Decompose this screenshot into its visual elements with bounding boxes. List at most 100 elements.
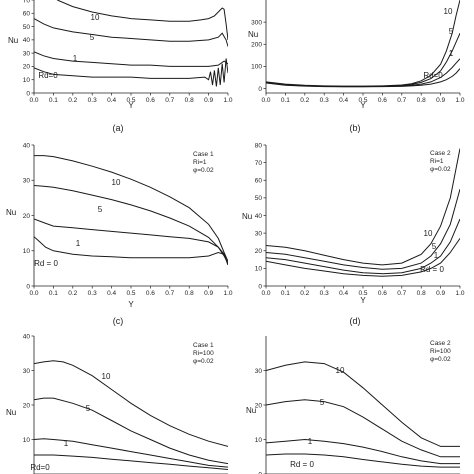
series-label: 10 <box>91 13 100 22</box>
series-line <box>266 148 460 266</box>
case-info-text: Ri=1 <box>430 158 444 165</box>
y-tick-label: 30 <box>255 368 263 375</box>
y-tick-label: 300 <box>251 19 262 26</box>
x-tick-label: 1.0 <box>223 97 232 104</box>
series-label: 1 <box>76 239 81 248</box>
x-tick-label: 0.6 <box>146 97 155 104</box>
y-tick-label: 0 <box>26 90 30 97</box>
case-info-text: Ri=100 <box>193 350 214 357</box>
series-label: 1 <box>449 49 454 58</box>
series-line <box>34 155 228 262</box>
series-label: 1 <box>434 251 439 260</box>
x-tick-label: 0.7 <box>165 97 174 104</box>
x-tick-label: 0.4 <box>107 97 116 104</box>
x-axis-label: Y <box>360 296 366 305</box>
series-label: Rd = 0 <box>290 460 314 469</box>
series-line <box>266 238 460 277</box>
x-tick-label: 0.2 <box>68 97 77 104</box>
y-tick-label: 70 <box>23 0 31 4</box>
series-line <box>266 453 460 468</box>
y-tick-label: 40 <box>255 213 263 220</box>
y-axis-label: Nu <box>248 30 258 39</box>
y-tick-label: 200 <box>251 42 262 49</box>
x-tick-label: 0.9 <box>204 290 213 297</box>
y-tick-label: 30 <box>255 230 263 237</box>
series-label: 5 <box>98 205 103 214</box>
x-tick-label: 1.0 <box>455 97 464 104</box>
x-tick-label: 0.1 <box>49 290 58 297</box>
series-line <box>34 360 228 447</box>
case-info-text: Case 2 <box>430 150 451 157</box>
y-tick-label: 0 <box>258 283 262 290</box>
y-tick-label: 0 <box>26 283 30 290</box>
x-tick-label: 0.0 <box>29 97 38 104</box>
x-tick-label: 0.6 <box>378 290 387 297</box>
x-tick-label: 0.3 <box>320 290 329 297</box>
x-tick-label: 0.7 <box>397 97 406 104</box>
y-tick-label: 40 <box>23 142 31 149</box>
series-label: 10 <box>112 178 121 187</box>
x-tick-label: 0.5 <box>126 290 135 297</box>
x-tick-label: 0.8 <box>417 290 426 297</box>
case-info-text: Case 1 <box>193 342 214 349</box>
panel-label-b: (b) <box>350 123 361 133</box>
series-line <box>266 68 460 88</box>
series-line <box>34 58 228 87</box>
case-info-text: φ=0.02 <box>430 166 451 173</box>
y-tick-label: 60 <box>23 11 31 18</box>
y-tick-label: 20 <box>23 213 31 220</box>
x-axis-label: Y <box>128 300 134 309</box>
panel-label-a: (a) <box>113 123 124 133</box>
x-tick-label: 0.8 <box>185 97 194 104</box>
case-info-text: Ri=1 <box>193 159 207 166</box>
x-tick-label: 0.7 <box>397 290 406 297</box>
y-tick-label: 10 <box>255 437 263 444</box>
x-tick-label: 0.4 <box>339 97 348 104</box>
x-tick-label: 0.2 <box>68 290 77 297</box>
series-line <box>34 236 228 266</box>
case-info-text: Ri=100 <box>430 348 451 355</box>
series-label: 10 <box>444 7 453 16</box>
x-tick-label: 0.2 <box>300 97 309 104</box>
case-info-text: Case 2 <box>430 340 451 347</box>
series-label: Rd=0 <box>30 463 50 472</box>
series-line <box>266 399 460 458</box>
x-axis-label: Y <box>128 101 134 110</box>
x-tick-label: 0.1 <box>281 97 290 104</box>
y-tick-label: 20 <box>23 64 31 71</box>
y-axis-label: Nu <box>246 406 256 415</box>
case-info-text: φ=0.02 <box>430 356 451 363</box>
y-axis-label: Nu <box>6 208 16 217</box>
series-label: 10 <box>424 229 433 238</box>
series-line <box>34 51 228 67</box>
x-tick-label: 0.9 <box>436 97 445 104</box>
series-label: 1 <box>64 439 69 448</box>
y-tick-label: 40 <box>23 37 31 44</box>
series-line <box>34 218 228 266</box>
y-tick-label: 70 <box>255 160 263 167</box>
series-line <box>34 454 228 470</box>
series-label: 1 <box>73 54 78 63</box>
case-info-text: φ=0.02 <box>193 167 214 174</box>
x-tick-label: 0.6 <box>146 290 155 297</box>
x-tick-label: 0.5 <box>358 97 367 104</box>
y-tick-label: 80 <box>255 142 263 149</box>
series-label: 5 <box>320 398 325 407</box>
chart-panel: 0.0 0.1 0.2 0.3 0.4 0.5 0.6 0.7 0.8 0.9 1.0 0 100 200… <box>248 0 465 110</box>
y-tick-label: 0 <box>258 471 262 474</box>
y-tick-label: 30 <box>23 178 31 185</box>
y-tick-label: 0 <box>258 86 262 93</box>
series-label: 5 <box>432 242 437 251</box>
series-label: 10 <box>102 372 111 381</box>
x-tick-label: 0.2 <box>300 290 309 297</box>
panel-label-c: (c) <box>113 316 124 326</box>
series-line <box>266 188 460 270</box>
series-line <box>34 397 228 465</box>
chart-panel: 0.0 0.1 0.2 0.3 0.4 0.5 0.6 0.7 0.8 0.9 1.0 0 10 20 30… <box>8 0 233 110</box>
x-tick-label: 0.6 <box>378 97 387 104</box>
series-label: 5 <box>90 33 95 42</box>
y-tick-label: 30 <box>23 368 31 375</box>
x-tick-label: 0.1 <box>49 97 58 104</box>
